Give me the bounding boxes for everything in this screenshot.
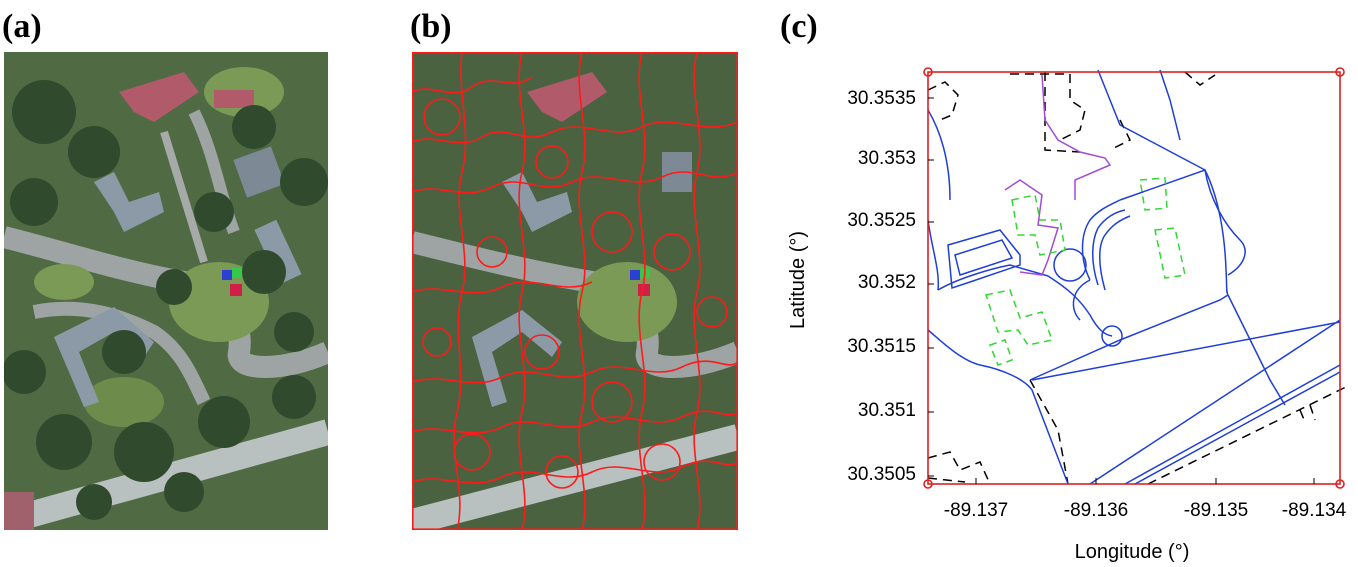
panel-label-a: (a) [2,8,42,45]
y-tick-label: 30.3505 [847,464,916,485]
y-tick-label: 30.3515 [847,336,916,357]
x-axis-label: Longitude (°) [1075,541,1190,563]
y-tick-label: 30.3525 [847,210,916,231]
x-tick-label: -89.136 [1064,500,1128,521]
y-tick-label: 30.351 [858,400,916,421]
y-axis-label: Latitude (°) [787,231,809,329]
y-tick-label: 30.352 [858,272,916,293]
map-plot-area [923,67,1351,489]
y-tick-label: 30.3535 [847,88,916,109]
segmented-image [412,52,738,530]
x-tick-label: -89.135 [1184,500,1248,521]
x-tick-label: -89.134 [1282,500,1347,521]
y-tick-label: 30.353 [858,148,916,169]
x-tick-label: -89.137 [944,500,1008,521]
aerial-image [4,52,328,530]
panel-label-c: (c) [780,8,818,45]
vector-map: Latitude (°) 30.3535 30.353 30.3525 30.3… [787,67,1351,563]
panel-label-b: (b) [410,8,452,45]
